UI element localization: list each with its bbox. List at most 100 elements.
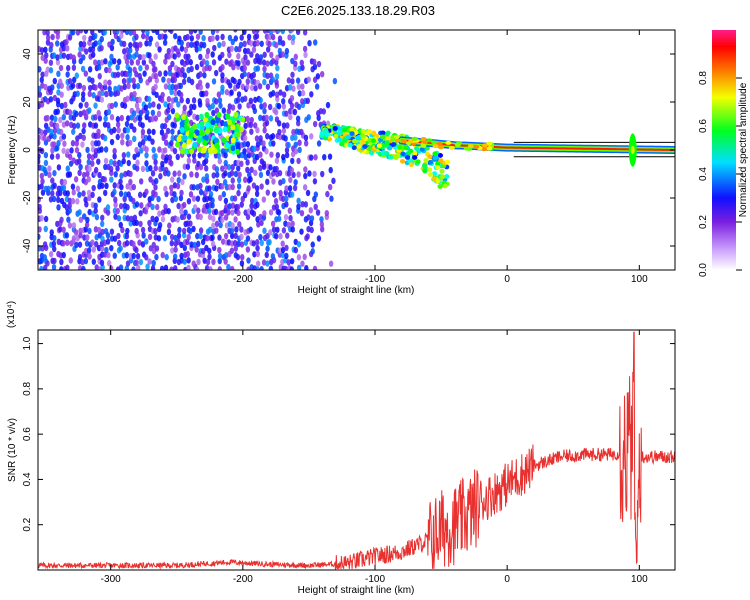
- spectrogram-trace-blob: [473, 144, 480, 149]
- spectrogram-noise-cell: [157, 221, 163, 229]
- spectrogram-noise-cell: [105, 232, 111, 239]
- spectrogram-trace-cell: [397, 145, 403, 150]
- spectrogram-trace-cell: [384, 141, 390, 147]
- spectrogram-noise-cell: [274, 233, 279, 240]
- spectrogram-noise-cell: [254, 185, 260, 192]
- spectrogram-noise-cell: [223, 214, 229, 221]
- spectrogram-noise-cell: [215, 30, 220, 34]
- spectrogram-noise-cell: [65, 239, 70, 246]
- spectrogram-noise-cell: [84, 101, 89, 109]
- spectrogram-noise-cell: [65, 45, 70, 52]
- spectrogram-noise-cell: [163, 33, 168, 41]
- spectrogram-noise-cell: [77, 253, 83, 261]
- spectrogram-noise-cell: [293, 134, 298, 141]
- spectrogram-noise-cell: [328, 260, 334, 267]
- spectrogram-noise-cell: [51, 263, 57, 270]
- spectrogram-noise-cell: [96, 128, 101, 136]
- spectrogram-noise-cell: [182, 173, 187, 180]
- spectrogram-noise-cell: [259, 40, 264, 47]
- spectrogram-noise-cell: [77, 169, 82, 177]
- spectrogram-noise-cell: [230, 222, 235, 229]
- spectrogram-noise-cell: [55, 30, 61, 36]
- spectrogram-noise-cell: [220, 209, 225, 217]
- spectrogram-noise-cell: [211, 258, 216, 266]
- spectrogram-noise-cell: [65, 64, 71, 72]
- spectrogram-noise-cell: [137, 115, 143, 122]
- spectrogram-blob-cell: [213, 137, 219, 144]
- x-tick-label: -200: [233, 274, 253, 285]
- spectrogram-noise-cell: [196, 240, 201, 248]
- spectrogram-noise-cell: [116, 232, 121, 240]
- spectrogram-noise-cell: [50, 33, 55, 41]
- spectrogram-noise-cell: [220, 84, 225, 91]
- spectrogram-noise-cell: [195, 114, 200, 121]
- spectrogram-noise-cell: [281, 91, 287, 98]
- spectrogram-noise-cell: [137, 53, 143, 61]
- spectrogram-noise-cell: [198, 232, 203, 240]
- spectrogram-noise-cell: [165, 127, 171, 135]
- spectrogram-noise-cell: [52, 133, 57, 140]
- spectrogram-noise-cell: [233, 170, 239, 178]
- spectrogram-noise-cell: [198, 53, 203, 61]
- spectrogram-trace-cell: [412, 150, 418, 156]
- spectrogram-noise-cell: [52, 257, 57, 265]
- spectrogram-noise-cell: [280, 251, 285, 259]
- spectrogram-noise-cell: [86, 247, 92, 254]
- spectrogram-noise-cell: [265, 60, 270, 67]
- spectrogram-noise-cell: [231, 63, 236, 71]
- spectrogram-noise-cell: [99, 146, 104, 153]
- spectrogram-noise-cell: [280, 246, 286, 254]
- spectrogram-noise-cell: [131, 30, 137, 36]
- spectrogram-noise-cell: [61, 45, 67, 52]
- spectrogram-blob-cell: [186, 138, 192, 145]
- spectrogram-noise-cell: [242, 65, 248, 72]
- spectrogram-noise-cell: [293, 60, 298, 67]
- spectrogram-noise-cell: [258, 171, 264, 179]
- spectrogram-noise-cell: [52, 169, 57, 177]
- spectrogram-trace-cell: [424, 145, 430, 151]
- spectrogram-noise-cell: [177, 35, 182, 42]
- spectrogram-noise-cell: [39, 172, 45, 180]
- spectrogram-noise-cell: [166, 53, 172, 60]
- spectrogram-noise-cell: [75, 122, 81, 129]
- spectrogram-noise-cell: [132, 135, 137, 143]
- spectrogram-noise-cell: [113, 171, 118, 178]
- spectrogram-noise-cell: [236, 60, 241, 67]
- spectrogram-noise-cell: [299, 209, 305, 217]
- spectrogram-noise-cell: [71, 235, 77, 242]
- spectrogram-noise-cell: [56, 204, 61, 211]
- spectrogram-noise-cell: [61, 226, 66, 233]
- spectrogram-noise-cell: [303, 172, 308, 180]
- spectrogram-noise-cell: [127, 66, 133, 74]
- spectrogram-noise-cell: [197, 79, 203, 86]
- spectrogram-noise-cell: [193, 30, 198, 34]
- spectrogram-noise-cell: [147, 76, 153, 83]
- spectrogram-noise-cell: [207, 253, 212, 261]
- spectrogram-noise-cell: [276, 120, 282, 127]
- spectrogram-noise-cell: [185, 33, 190, 41]
- spectrogram-noise-cell: [215, 178, 220, 186]
- spectrogram-noise-cell: [245, 47, 251, 55]
- spectrogram-noise-cell: [195, 195, 201, 202]
- spectrogram-noise-cell: [99, 44, 104, 52]
- spectrogram-noise-cell: [72, 122, 77, 130]
- spectrogram-noise-cell: [275, 226, 280, 233]
- spectrogram-noise-cell: [275, 151, 281, 159]
- colorbar-tick-label: 0.6: [698, 119, 709, 133]
- spectrogram-noise-cell: [81, 134, 86, 141]
- spectrogram-noise-cell: [148, 35, 154, 43]
- spectrogram-blob-cell: [214, 142, 220, 149]
- spectrogram-noise-cell: [270, 253, 276, 260]
- spectrogram-noise-cell: [303, 134, 309, 142]
- spectrogram-noise-cell: [227, 203, 232, 210]
- spectrogram-noise-cell: [51, 195, 57, 203]
- spectrogram-noise-cell: [159, 265, 165, 270]
- spectrogram-noise-cell: [153, 164, 158, 172]
- spectrogram-trace-cell: [408, 162, 414, 168]
- spectrogram-noise-cell: [289, 191, 295, 198]
- spectrogram-noise-cell: [44, 52, 49, 59]
- spectrogram-noise-cell: [273, 108, 279, 116]
- spectrogram-noise-cell: [105, 209, 111, 216]
- spectrogram-noise-cell: [146, 95, 152, 103]
